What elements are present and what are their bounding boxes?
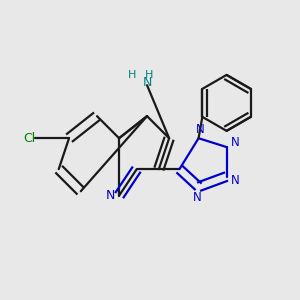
Text: N: N [231,136,240,149]
Text: N: N [142,76,152,89]
Text: N: N [196,123,204,136]
Text: N: N [106,189,116,202]
Text: Cl: Cl [24,132,36,145]
Text: N: N [231,173,240,187]
Text: N: N [193,190,202,204]
Text: H: H [145,70,154,80]
Text: H: H [128,70,136,80]
